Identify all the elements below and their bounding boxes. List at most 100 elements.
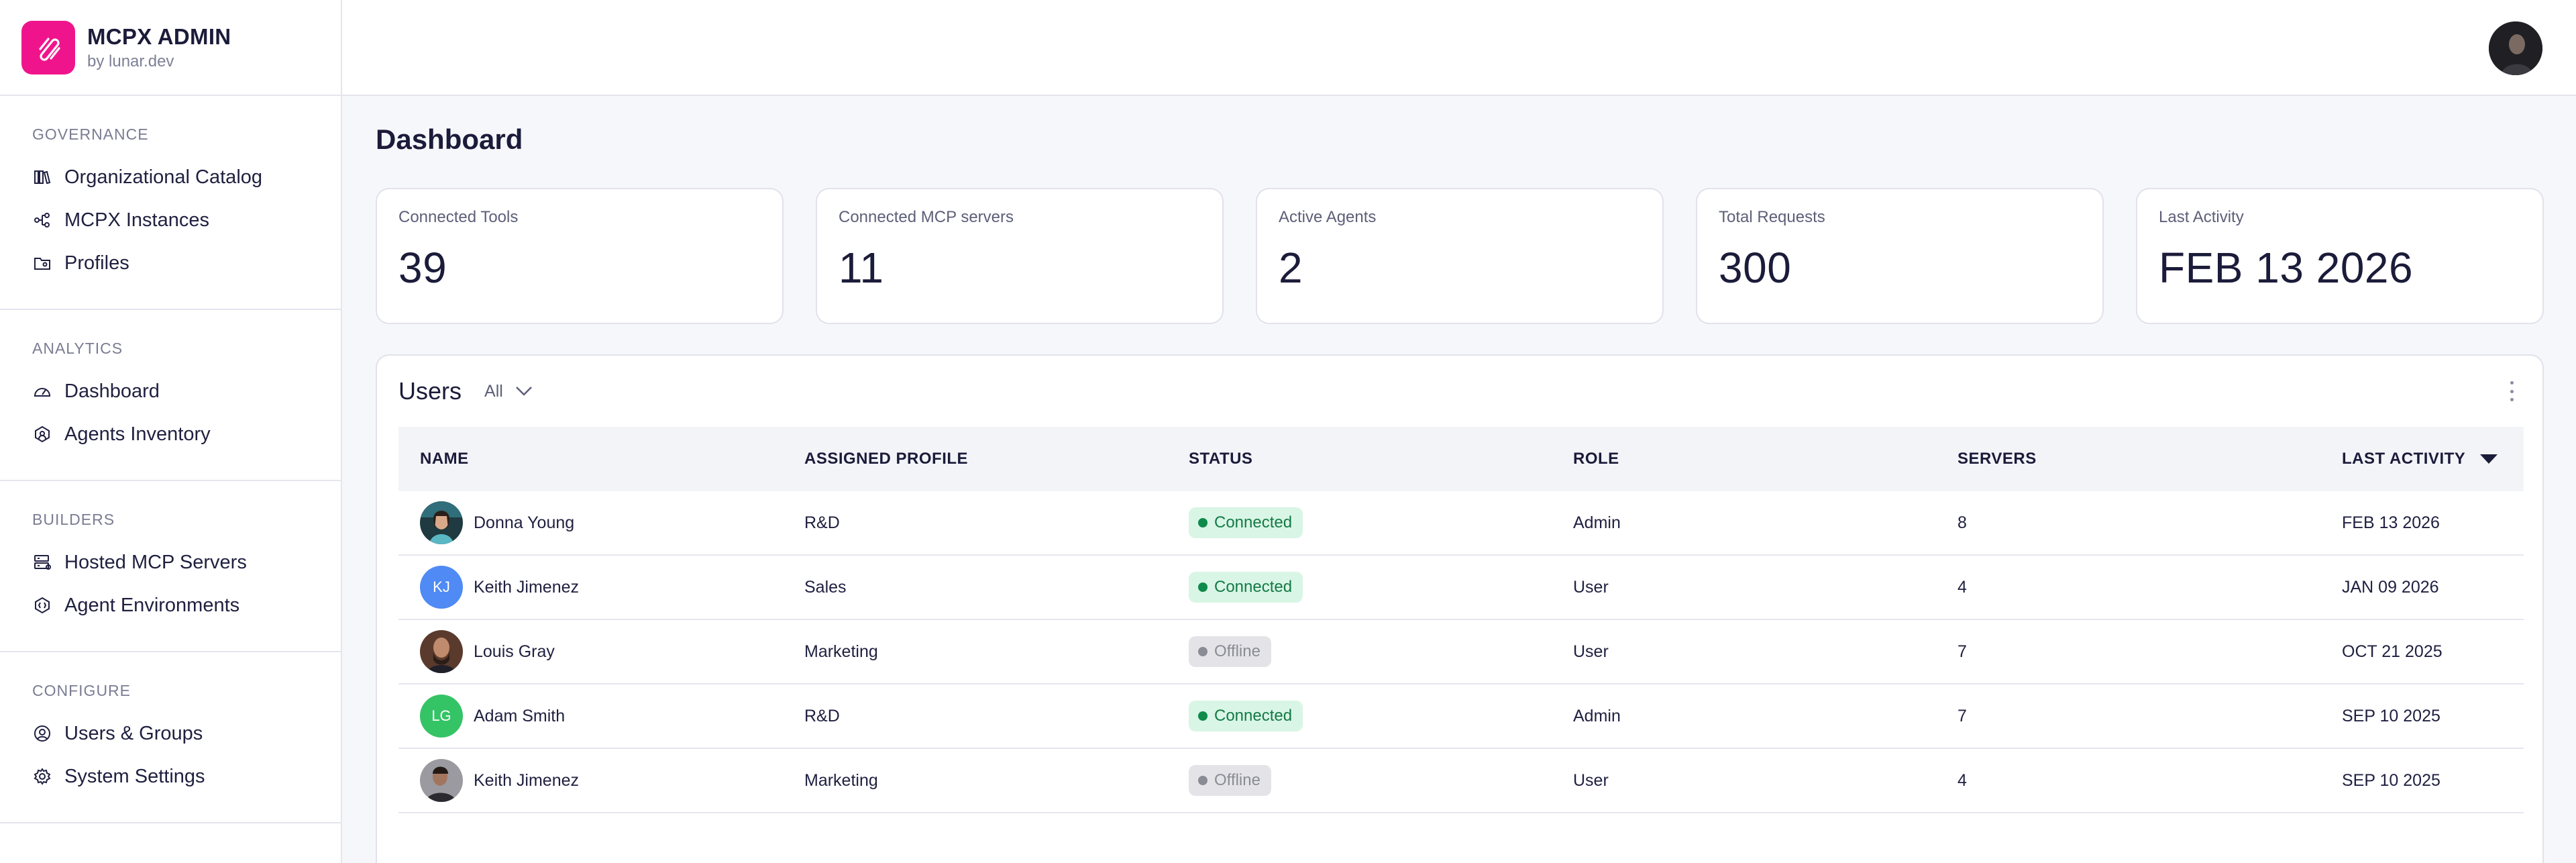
- role-cell: User: [1573, 642, 1609, 661]
- servers-cell: 7: [1957, 706, 1967, 725]
- instances-icon: [32, 210, 52, 230]
- user-name: Louis Gray: [474, 642, 555, 661]
- profile-cell: R&D: [804, 706, 840, 725]
- status-label: Offline: [1214, 771, 1260, 789]
- status-badge: Connected: [1189, 572, 1303, 603]
- user-name: Donna Young: [474, 513, 575, 532]
- sidebar-item-dashboard[interactable]: Dashboard: [0, 370, 341, 413]
- table-row[interactable]: Louis Gray Marketing Offline User 7 OCT …: [398, 620, 2524, 684]
- stat-label: Total Requests: [1719, 208, 1825, 226]
- top-bar: [342, 0, 2576, 96]
- sidebar-item-profiles[interactable]: Profiles: [0, 242, 341, 285]
- sidebar-item-label: MCPX Instances: [64, 209, 209, 231]
- table-row[interactable]: KJ Keith Jimenez Sales Connected User 4 …: [398, 556, 2524, 620]
- role-cell: Admin: [1573, 706, 1621, 725]
- status-dot: [1198, 518, 1208, 527]
- status-dot: [1198, 582, 1208, 592]
- sort-desc-icon[interactable]: [2480, 454, 2498, 464]
- sidebar-item-system-settings[interactable]: System Settings: [0, 755, 341, 798]
- table-row[interactable]: Donna Young R&D Connected Admin 8 FEB 13…: [398, 491, 2524, 556]
- column-header-name[interactable]: NAME: [420, 450, 469, 468]
- profile-cell: Marketing: [804, 642, 878, 661]
- nav-section-configure: CONFIGURE Users & Groups System Settings: [0, 652, 341, 823]
- column-header-servers[interactable]: SERVERS: [1957, 450, 2037, 468]
- name-cell: KJ Keith Jimenez: [398, 566, 783, 609]
- sidebar-item-agents-inventory[interactable]: Agents Inventory: [0, 413, 341, 456]
- last-activity-cell: FEB 13 2026: [2342, 513, 2440, 532]
- sidebar-item-label: Profiles: [64, 252, 129, 274]
- column-header-last-activity[interactable]: LAST ACTIVITY: [2320, 450, 2524, 468]
- users-title: Users: [398, 377, 462, 405]
- sidebar-item-agent-environments[interactable]: Agent Environments: [0, 584, 341, 627]
- user-circle-icon: [32, 723, 52, 744]
- sidebar-item-mcpx-instances[interactable]: MCPX Instances: [0, 199, 341, 242]
- page-title: Dashboard: [376, 123, 523, 155]
- filter-value: All: [484, 381, 503, 401]
- brand[interactable]: MCPX ADMIN by lunar.dev: [0, 0, 341, 96]
- user-avatar-menu[interactable]: [2489, 21, 2542, 75]
- sidebar-item-label: Agents Inventory: [64, 423, 211, 445]
- profile-cell: Marketing: [804, 770, 878, 790]
- name-cell: Keith Jimenez: [398, 759, 783, 802]
- catalog-icon: [32, 167, 52, 187]
- last-activity-cell: SEP 10 2025: [2342, 706, 2440, 725]
- stat-card-last-activity: Last Activity FEB 13 2026: [2136, 188, 2544, 324]
- name-cell: Donna Young: [398, 501, 783, 544]
- sidebar-item-users-groups[interactable]: Users & Groups: [0, 712, 341, 755]
- sidebar-item-label: Agent Environments: [64, 594, 240, 616]
- role-cell: Admin: [1573, 513, 1621, 532]
- servers-cell: 7: [1957, 642, 1967, 661]
- role-cell: User: [1573, 770, 1609, 790]
- sidebar-item-label: Hosted MCP Servers: [64, 551, 247, 573]
- sidebar: MCPX ADMIN by lunar.dev GOVERNANCE Organ…: [0, 0, 342, 863]
- column-header-status[interactable]: STATUS: [1189, 450, 1253, 468]
- status-label: Connected: [1214, 578, 1293, 596]
- sidebar-item-hosted-mcp-servers[interactable]: Hosted MCP Servers: [0, 541, 341, 584]
- avatar: LG: [420, 695, 463, 738]
- servers-cell: 4: [1957, 770, 1967, 790]
- column-header-assigned-profile[interactable]: ASSIGNED PROFILE: [804, 450, 969, 468]
- users-header: Users All: [398, 377, 533, 405]
- name-cell: LG Adam Smith: [398, 695, 783, 738]
- status-cell: Connected: [1167, 572, 1552, 603]
- status-label: Offline: [1214, 642, 1260, 660]
- servers-cell: 8: [1957, 513, 1967, 532]
- nav-heading: BUILDERS: [32, 511, 115, 528]
- table-row[interactable]: LG Adam Smith R&D Connected Admin 7 SEP …: [398, 684, 2524, 749]
- sidebar-item-label: System Settings: [64, 765, 205, 787]
- stats-cards: Connected Tools 39 Connected MCP servers…: [376, 188, 2544, 324]
- gauge-icon: [32, 381, 52, 401]
- nav-heading: GOVERNANCE: [32, 125, 149, 143]
- stat-label: Connected Tools: [398, 208, 519, 226]
- stat-label: Last Activity: [2159, 208, 2244, 226]
- last-activity-cell: OCT 21 2025: [2342, 642, 2443, 661]
- more-options-icon[interactable]: [2505, 381, 2518, 401]
- status-cell: Offline: [1167, 636, 1552, 667]
- status-dot: [1198, 776, 1208, 785]
- status-badge: Connected: [1189, 507, 1303, 538]
- table-header: NAME ASSIGNED PROFILE STATUS ROLE SERVER…: [398, 427, 2524, 491]
- chevron-down-icon: [515, 387, 532, 396]
- status-dot: [1198, 647, 1208, 656]
- status-cell: Connected: [1167, 701, 1552, 731]
- stat-value: FEB 13 2026: [2159, 244, 2414, 292]
- name-cell: Louis Gray: [398, 630, 783, 673]
- nav-heading: ANALYTICS: [32, 340, 123, 357]
- user-name: Adam Smith: [474, 706, 566, 725]
- table-row[interactable]: Keith Jimenez Marketing Offline User 4 S…: [398, 749, 2524, 813]
- status-cell: Connected: [1167, 507, 1552, 538]
- users-filter-dropdown[interactable]: All: [484, 382, 533, 401]
- stat-value: 11: [839, 244, 884, 292]
- profile-cell: R&D: [804, 513, 840, 532]
- stat-card-connected-mcp-servers: Connected MCP servers 11: [816, 188, 1224, 324]
- sidebar-item-organizational-catalog[interactable]: Organizational Catalog: [0, 156, 341, 199]
- nav-section-builders: BUILDERS Hosted MCP Servers Agent Enviro…: [0, 481, 341, 652]
- agents-icon: [32, 424, 52, 444]
- status-badge: Offline: [1189, 636, 1271, 667]
- stat-card-total-requests: Total Requests 300: [1696, 188, 2104, 324]
- nav-section-governance: GOVERNANCE Organizational Catalog MCPX I…: [0, 96, 341, 310]
- user-name: Keith Jimenez: [474, 770, 580, 790]
- column-header-role[interactable]: ROLE: [1573, 450, 1619, 468]
- servers-cell: 4: [1957, 577, 1967, 597]
- stat-card-connected-tools: Connected Tools 39: [376, 188, 784, 324]
